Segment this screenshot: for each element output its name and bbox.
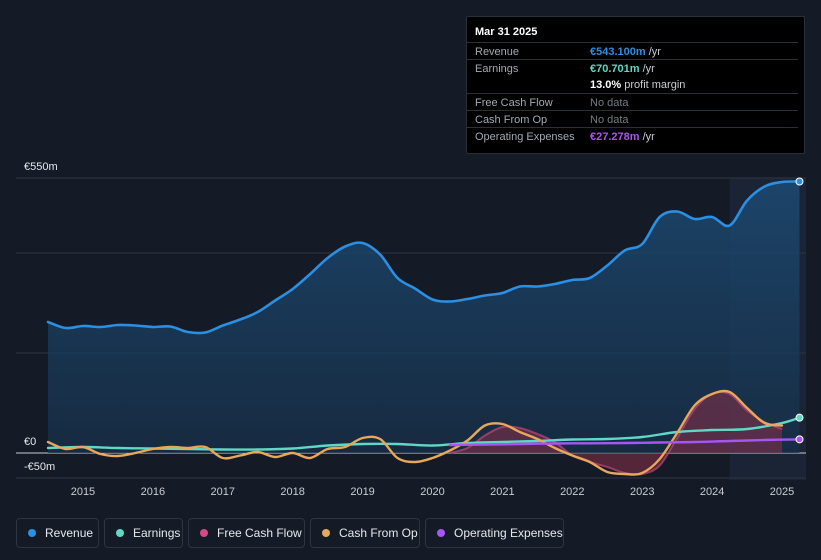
x-tick-label: 2022 [560,486,584,498]
y-tick-label: €0 [24,436,36,448]
legend-label: Cash From Op [339,526,418,540]
revenue-end-marker [795,177,804,186]
legend-item-earnings[interactable]: Earnings [104,518,183,548]
tooltip-row: Operating Expenses €27.278m /yr [467,127,798,145]
revenue-line [46,180,801,335]
tooltip-value: No data [590,97,629,109]
legend-label: Operating Expenses [454,526,563,540]
earnings-line [46,416,801,451]
x-tick-label: 2024 [700,486,724,498]
legend-item-revenue[interactable]: Revenue [16,518,99,548]
cash-from-op-line [46,389,784,476]
tooltip-row: 13.0% profit margin [467,76,798,93]
legend-dot-icon [28,529,36,537]
tooltip-row: Earnings €70.701m /yr [467,59,798,77]
x-tick-label: 2023 [630,486,654,498]
x-tick-label: 2020 [420,486,444,498]
x-tick-label: 2021 [490,486,514,498]
y-tick-label: €550m [24,161,58,173]
tooltip-value: €70.701m /yr [590,63,655,75]
earnings-end-marker [795,413,804,422]
legend-dot-icon [200,529,208,537]
tooltip-label: Earnings [475,63,519,75]
tooltip: Mar 31 2025 Revenue €543.100m /yr Earnings… [466,16,805,154]
tooltip-value: 13.0% profit margin [590,79,686,91]
tooltip-value: €543.100m /yr [590,46,661,58]
x-tick-label: 2016 [141,486,165,498]
legend-dot-icon [437,529,445,537]
x-tick-label: 2025 [770,486,794,498]
free-cash-flow-line [449,391,783,476]
legend-item-cash-from-op[interactable]: Cash From Op [310,518,420,548]
y-tick-label: -€50m [24,461,55,473]
tooltip-label: Cash From Op [475,114,548,126]
legend-item-free-cash-flow[interactable]: Free Cash Flow [188,518,305,548]
tooltip-value: No data [590,114,629,126]
tooltip-label: Revenue [475,46,520,58]
legend-label: Revenue [45,526,94,540]
tooltip-row: Revenue €543.100m /yr [467,42,798,60]
tooltip-row: Cash From Op No data [467,110,798,128]
free-cash-flow-area [450,392,782,475]
tooltip-row: Free Cash Flow No data [467,93,798,111]
x-tick-label: 2015 [71,486,95,498]
operating-expenses-line [448,438,801,447]
legend-item-operating-expenses[interactable]: Operating Expenses [425,518,564,548]
legend-dot-icon [322,529,330,537]
x-tick-label: 2017 [211,486,235,498]
operating-expenses-end-marker [795,435,804,444]
tooltip-value: €27.278m /yr [590,131,655,143]
legend-label: Free Cash Flow [217,526,302,540]
revenue-area [48,181,800,453]
tooltip-label: Operating Expenses [475,131,575,143]
legend-dot-icon [116,529,124,537]
legend-label: Earnings [133,526,181,540]
x-tick-label: 2019 [350,486,374,498]
x-tick-label: 2018 [280,486,304,498]
tooltip-date: Mar 31 2025 [475,26,538,38]
tooltip-label: Free Cash Flow [475,97,553,109]
